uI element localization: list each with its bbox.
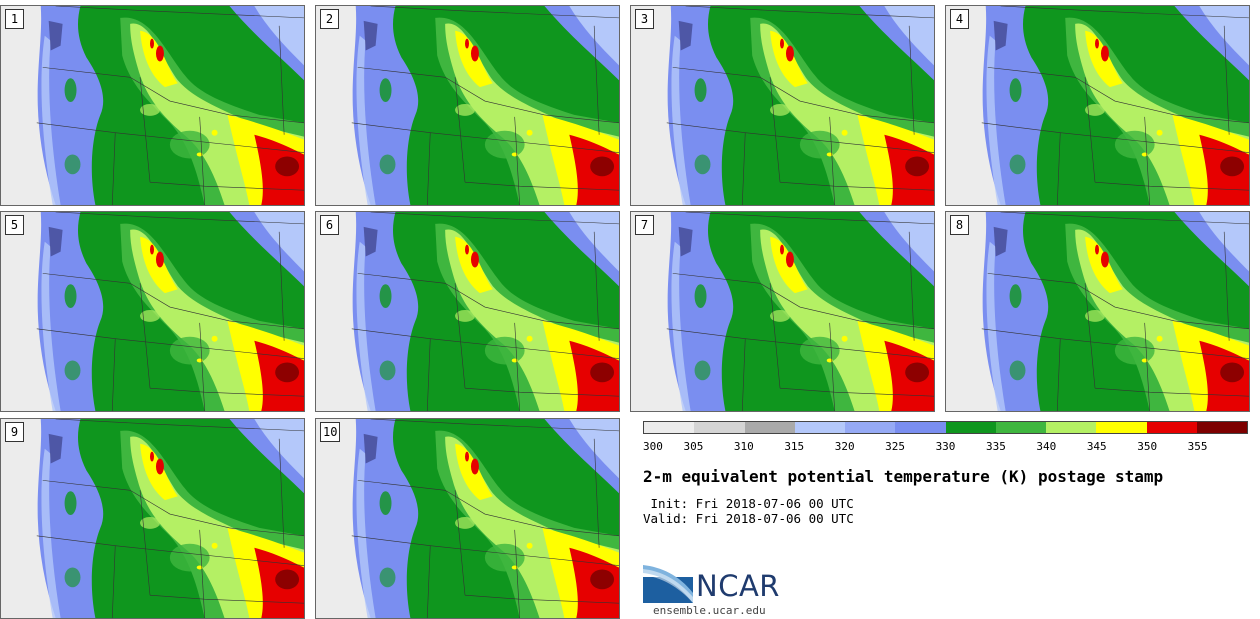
colorbar-tick: 320 xyxy=(834,440,855,453)
member-number: 6 xyxy=(320,215,339,235)
colorbar-tick: 350 xyxy=(1137,440,1158,453)
member-number: 3 xyxy=(635,9,654,29)
member-panel: 10 xyxy=(315,418,620,619)
map-field xyxy=(316,419,619,618)
ncar-swoosh-icon xyxy=(643,565,693,603)
member-panel: 6 xyxy=(315,211,620,412)
member-panel: 4 xyxy=(945,5,1250,206)
ncar-logo: NCAR xyxy=(643,563,803,613)
member-number: 4 xyxy=(950,9,969,29)
member-number: 7 xyxy=(635,215,654,235)
page-title: 2-m equivalent potential temperature (K)… xyxy=(643,467,1164,486)
colorbar-segment xyxy=(895,422,946,433)
colorbar-tick: 310 xyxy=(733,440,754,453)
colorbar-tick: 335 xyxy=(985,440,1006,453)
colorbar-tick: 330 xyxy=(935,440,956,453)
member-number: 10 xyxy=(320,422,341,442)
colorbar-segment xyxy=(1146,422,1197,433)
init-time: Init: Fri 2018-07-06 00 UTC xyxy=(643,496,854,511)
colorbar xyxy=(643,421,1248,434)
map-field xyxy=(1,212,304,411)
member-number: 5 xyxy=(5,215,24,235)
colorbar-segment xyxy=(644,422,695,433)
colorbar-segment xyxy=(694,422,745,433)
colorbar-segment xyxy=(1196,422,1247,433)
member-panel: 7 xyxy=(630,211,935,412)
member-number: 2 xyxy=(320,9,339,29)
colorbar-segment xyxy=(1096,422,1147,433)
member-number: 8 xyxy=(950,215,969,235)
colorbar-tick: 345 xyxy=(1086,440,1107,453)
colorbar-segment xyxy=(744,422,795,433)
colorbar-tick: 315 xyxy=(784,440,805,453)
colorbar-segment xyxy=(1046,422,1097,433)
colorbar-segment xyxy=(945,422,996,433)
colorbar-tick-labels: 300 305 310 315 320 325 330 335 340 345 350 355 xyxy=(643,440,1248,454)
colorbar-segment xyxy=(794,422,845,433)
member-panel: 9 xyxy=(0,418,305,619)
member-panel: 5 xyxy=(0,211,305,412)
logo-wordmark: NCAR xyxy=(696,569,780,603)
colorbar-segment xyxy=(995,422,1046,433)
member-panel: 2 xyxy=(315,5,620,206)
logo-url: ensemble.ucar.edu xyxy=(653,604,766,617)
member-panel: 1 xyxy=(0,5,305,206)
colorbar-segment xyxy=(845,422,896,433)
colorbar-tick: 305 xyxy=(683,440,704,453)
valid-time: Valid: Fri 2018-07-06 00 UTC xyxy=(643,511,854,526)
map-field xyxy=(1,6,304,205)
member-panel: 3 xyxy=(630,5,935,206)
colorbar-tick: 325 xyxy=(885,440,906,453)
map-field xyxy=(1,419,304,618)
member-number: 1 xyxy=(5,9,24,29)
map-field xyxy=(946,6,1249,205)
member-panel: 8 xyxy=(945,211,1250,412)
map-field xyxy=(316,6,619,205)
map-field xyxy=(631,6,934,205)
map-field xyxy=(316,212,619,411)
colorbar-tick: 340 xyxy=(1036,440,1057,453)
colorbar-tick: 355 xyxy=(1187,440,1208,453)
member-number: 9 xyxy=(5,422,24,442)
map-field xyxy=(946,212,1249,411)
map-field xyxy=(631,212,934,411)
colorbar-tick: 300 xyxy=(643,440,663,453)
